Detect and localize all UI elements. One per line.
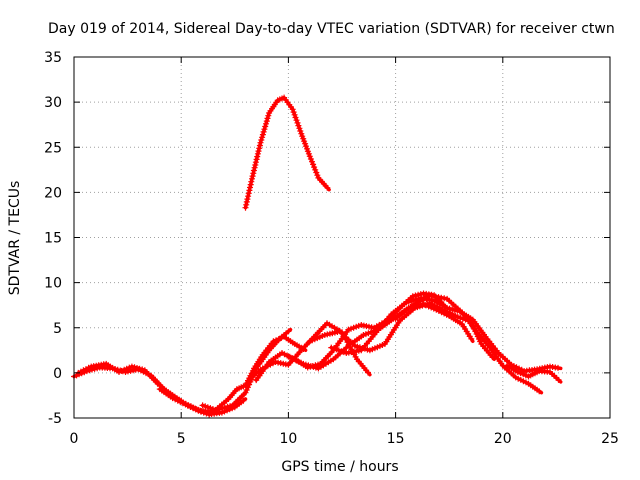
- data-point: [245, 190, 252, 197]
- data-point: [555, 364, 561, 371]
- data-point: [555, 376, 562, 383]
- data-point: [264, 115, 271, 122]
- data-point: [415, 291, 422, 298]
- data-point: [256, 145, 263, 152]
- x-tick-labels: 0 5 10 15 20 25: [70, 431, 619, 447]
- y-tick-label: 20: [44, 185, 62, 201]
- data-point: [240, 397, 247, 404]
- data-point: [259, 131, 266, 138]
- y-axis-title: SDTVAR / TECUs: [7, 181, 23, 296]
- data-point: [262, 123, 269, 130]
- y-tick-label: -5: [48, 411, 62, 427]
- data-point: [292, 114, 299, 121]
- data-point: [307, 156, 314, 162]
- x-tick-label: 5: [177, 431, 186, 447]
- data-point: [314, 172, 321, 179]
- data-point: [294, 119, 301, 126]
- data-point: [249, 173, 256, 180]
- data-point: [291, 111, 298, 118]
- chart-title: Day 019 of 2014, Sidereal Day-to-day VTE…: [48, 21, 615, 37]
- data-point: [250, 167, 257, 174]
- x-tick-label: 15: [387, 431, 405, 447]
- data-point: [296, 125, 303, 132]
- data-point: [306, 153, 313, 160]
- y-tick-labels: -5 0 5 10 15 20 25 30 35: [44, 50, 62, 427]
- data-point: [290, 109, 297, 116]
- data-point: [243, 387, 250, 393]
- data-point: [259, 134, 266, 141]
- data-point: [517, 370, 524, 377]
- y-tick-label: 15: [44, 231, 62, 247]
- data-point: [514, 369, 521, 375]
- data-point: [263, 120, 269, 127]
- data-point: [293, 117, 300, 124]
- y-tick-label: 35: [44, 50, 62, 66]
- data-point: [273, 337, 280, 344]
- data-point: [252, 159, 259, 166]
- data-point: [536, 388, 543, 395]
- data-point: [517, 376, 524, 383]
- data-point: [263, 118, 270, 125]
- y-tick-label: 5: [53, 321, 62, 337]
- series-arc-5: [242, 94, 331, 211]
- data-point: [297, 128, 304, 134]
- data-point: [468, 335, 475, 342]
- data-point: [285, 328, 292, 335]
- data-point: [310, 161, 317, 168]
- data-point: [324, 184, 331, 191]
- x-tick-label: 10: [279, 431, 297, 447]
- data-point: [198, 408, 204, 415]
- y-tick-label: 0: [53, 366, 62, 382]
- x-tick-label: 25: [601, 431, 619, 447]
- data-point: [248, 178, 255, 185]
- data-point: [247, 184, 253, 191]
- x-axis-title: GPS time / hours: [281, 459, 398, 475]
- data-point: [257, 139, 264, 146]
- y-tick-label: 10: [44, 276, 62, 292]
- y-tick-label: 30: [44, 95, 62, 111]
- data-point: [412, 292, 419, 299]
- series-arc-12: [504, 362, 563, 384]
- series-arc-11: [392, 292, 544, 395]
- data-point: [311, 164, 318, 171]
- series-arc-4: [199, 333, 308, 413]
- x-tick-label: 20: [494, 431, 512, 447]
- data-point: [295, 122, 302, 129]
- data-point: [312, 166, 319, 173]
- series-layer: [71, 94, 563, 418]
- data-point: [516, 365, 523, 372]
- data-point: [244, 196, 251, 203]
- y-tick-label: 25: [44, 140, 62, 156]
- data-point: [289, 106, 296, 113]
- data-point: [242, 204, 249, 211]
- data-point: [265, 112, 272, 119]
- data-point: [260, 128, 267, 135]
- data-point: [251, 164, 258, 171]
- data-point: [365, 369, 371, 376]
- ticks: [73, 56, 611, 419]
- data-point: [255, 148, 262, 155]
- data-point: [254, 153, 261, 160]
- grid: [74, 57, 610, 418]
- data-point: [200, 409, 207, 416]
- data-point: [258, 137, 265, 143]
- data-point: [313, 169, 320, 176]
- data-point: [270, 338, 277, 345]
- data-point: [309, 158, 315, 165]
- x-tick-label: 0: [70, 431, 79, 447]
- data-point: [261, 126, 268, 133]
- data-point: [242, 389, 249, 396]
